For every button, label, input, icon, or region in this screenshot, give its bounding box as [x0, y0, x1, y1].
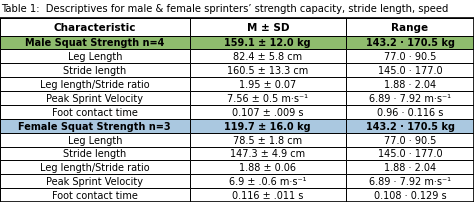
- Text: 160.5 ± 13.3 cm: 160.5 ± 13.3 cm: [227, 66, 309, 76]
- Bar: [0, 147, 190, 161]
- Text: 143.2 · 170.5 kg: 143.2 · 170.5 kg: [365, 38, 455, 48]
- Text: 1.95 ± 0.07: 1.95 ± 0.07: [239, 80, 296, 90]
- Text: 6.9 ± .0.6 m·s⁻¹: 6.9 ± .0.6 m·s⁻¹: [229, 176, 307, 186]
- Bar: [190, 36, 346, 50]
- Text: Characteristic: Characteristic: [54, 22, 136, 33]
- Text: 78.5 ± 1.8 cm: 78.5 ± 1.8 cm: [233, 135, 302, 145]
- Text: Leg Length: Leg Length: [68, 135, 122, 145]
- Text: 145.0 · 177.0: 145.0 · 177.0: [378, 66, 442, 76]
- Bar: [190, 19, 346, 36]
- Bar: [346, 105, 474, 119]
- Bar: [190, 50, 346, 64]
- Text: 1.88 ± 0.06: 1.88 ± 0.06: [239, 163, 296, 173]
- Bar: [346, 64, 474, 78]
- Bar: [0, 64, 190, 78]
- Text: 1.88 · 2.04: 1.88 · 2.04: [384, 163, 436, 173]
- Text: Leg length/Stride ratio: Leg length/Stride ratio: [40, 163, 150, 173]
- Bar: [190, 64, 346, 78]
- Bar: [0, 161, 190, 174]
- Bar: [346, 50, 474, 64]
- Bar: [190, 119, 346, 133]
- Bar: [346, 92, 474, 105]
- Text: 147.3 ± 4.9 cm: 147.3 ± 4.9 cm: [230, 149, 305, 159]
- Text: M ± SD: M ± SD: [246, 22, 289, 33]
- Bar: [190, 174, 346, 188]
- Bar: [346, 188, 474, 202]
- Bar: [0, 174, 190, 188]
- Bar: [190, 105, 346, 119]
- Text: 82.4 ± 5.8 cm: 82.4 ± 5.8 cm: [233, 52, 302, 62]
- Text: 6.89 · 7.92 m·s⁻¹: 6.89 · 7.92 m·s⁻¹: [369, 94, 451, 103]
- Text: Foot contact time: Foot contact time: [52, 190, 138, 200]
- Bar: [0, 50, 190, 64]
- Bar: [346, 78, 474, 92]
- Bar: [190, 92, 346, 105]
- Text: Stride length: Stride length: [63, 149, 127, 159]
- Text: 0.107 ± .009 s: 0.107 ± .009 s: [232, 107, 303, 117]
- Text: 145.0 · 177.0: 145.0 · 177.0: [378, 149, 442, 159]
- Bar: [0, 105, 190, 119]
- Text: Foot contact time: Foot contact time: [52, 107, 138, 117]
- Text: Peak Sprint Velocity: Peak Sprint Velocity: [46, 94, 143, 103]
- Bar: [346, 161, 474, 174]
- Bar: [0, 78, 190, 92]
- Text: 77.0 · 90.5: 77.0 · 90.5: [384, 135, 436, 145]
- Text: Peak Sprint Velocity: Peak Sprint Velocity: [46, 176, 143, 186]
- Bar: [0, 119, 190, 133]
- Text: Female Squat Strength n=3: Female Squat Strength n=3: [18, 121, 171, 131]
- Text: 159.1 ± 12.0 kg: 159.1 ± 12.0 kg: [225, 38, 311, 48]
- Text: 77.0 · 90.5: 77.0 · 90.5: [384, 52, 436, 62]
- Bar: [346, 36, 474, 50]
- Bar: [190, 147, 346, 161]
- Text: 0.108 · 0.129 s: 0.108 · 0.129 s: [374, 190, 447, 200]
- Text: Leg Length: Leg Length: [68, 52, 122, 62]
- Bar: [190, 78, 346, 92]
- Bar: [346, 133, 474, 147]
- Text: 0.116 ± .011 s: 0.116 ± .011 s: [232, 190, 303, 200]
- Bar: [346, 119, 474, 133]
- Bar: [190, 161, 346, 174]
- Bar: [190, 188, 346, 202]
- Bar: [0, 36, 190, 50]
- Text: Male Squat Strength n=4: Male Squat Strength n=4: [25, 38, 164, 48]
- Text: Range: Range: [392, 22, 428, 33]
- Bar: [0, 133, 190, 147]
- Text: 6.89 · 7.92 m·s⁻¹: 6.89 · 7.92 m·s⁻¹: [369, 176, 451, 186]
- Text: Stride length: Stride length: [63, 66, 127, 76]
- Text: 119.7 ± 16.0 kg: 119.7 ± 16.0 kg: [225, 121, 311, 131]
- Text: Table 1:  Descriptives for male & female sprinters’ strength capacity, stride le: Table 1: Descriptives for male & female …: [1, 4, 448, 14]
- Bar: [346, 19, 474, 36]
- Text: 0.96 · 0.116 s: 0.96 · 0.116 s: [377, 107, 443, 117]
- Bar: [190, 133, 346, 147]
- Bar: [346, 174, 474, 188]
- Text: Leg length/Stride ratio: Leg length/Stride ratio: [40, 80, 150, 90]
- Text: 1.88 · 2.04: 1.88 · 2.04: [384, 80, 436, 90]
- Text: 143.2 · 170.5 kg: 143.2 · 170.5 kg: [365, 121, 455, 131]
- Bar: [0, 188, 190, 202]
- Bar: [0, 92, 190, 105]
- Bar: [346, 147, 474, 161]
- Text: 7.56 ± 0.5 m·s⁻¹: 7.56 ± 0.5 m·s⁻¹: [228, 94, 308, 103]
- Bar: [0, 19, 190, 36]
